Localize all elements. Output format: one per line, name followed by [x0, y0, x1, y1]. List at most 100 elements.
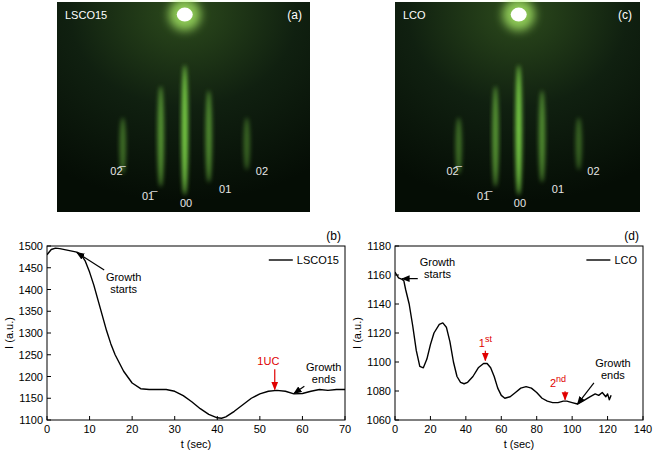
- x-tick: [501, 416, 502, 420]
- plot-frame: [395, 246, 643, 420]
- y-tick-label: 1080: [367, 385, 391, 397]
- data-line: [47, 248, 345, 418]
- diffraction-streak: [516, 65, 522, 195]
- x-tick-label: 20: [424, 423, 436, 435]
- x-axis-title: t (sec): [504, 438, 535, 450]
- figure: LSCO15(a)02̅01̅0001020102030405060701100…: [0, 0, 672, 455]
- y-tick-label: 1450: [19, 262, 43, 274]
- x-tick: [465, 416, 466, 420]
- y-tick: [395, 362, 399, 363]
- x-tick-label: 10: [83, 423, 95, 435]
- y-tick-label: 1120: [367, 327, 391, 339]
- streak-label: 00: [514, 197, 526, 209]
- streak-label: 01̅: [477, 190, 493, 202]
- y-tick: [47, 333, 51, 334]
- streak-label: 02: [587, 165, 599, 177]
- annotation-arrow: [564, 391, 565, 399]
- y-tick-label: 1500: [19, 240, 43, 252]
- x-tick: [302, 416, 303, 420]
- plot-frame: [47, 246, 345, 420]
- y-tick-label: 1140: [367, 298, 391, 310]
- data-group: [395, 272, 611, 404]
- y-tick: [47, 267, 51, 268]
- y-tick-label: 1250: [19, 349, 43, 361]
- annotation-arrow: [294, 386, 304, 393]
- annotation-line: starts: [110, 283, 137, 295]
- x-tick: [607, 416, 608, 420]
- x-tick: [536, 416, 537, 420]
- diffraction-streak: [158, 86, 164, 187]
- panel-label: (d): [624, 229, 639, 243]
- y-tick-label: 1350: [19, 305, 43, 317]
- line-chart: 0102030405060701100115012001250130013501…: [3, 229, 352, 450]
- line-chart: 0204060801001201401060108011001120114011…: [351, 229, 653, 450]
- x-tick-label: 20: [126, 423, 138, 435]
- y-axis-title: I (a.u.): [3, 317, 15, 349]
- streak-label: 01: [552, 183, 564, 195]
- streak-label: 00: [180, 197, 192, 209]
- annotation-line: Growth: [106, 271, 141, 283]
- annotation-arrow: [402, 278, 418, 279]
- specular-spot: [177, 8, 193, 22]
- annotation-line: ends: [601, 369, 625, 381]
- streak-label: 02̅: [110, 165, 126, 177]
- y-tick-label: 1100: [367, 356, 391, 368]
- annotation: 1st: [479, 334, 493, 349]
- diffraction-streak: [182, 65, 188, 195]
- diffraction-streak: [492, 86, 498, 187]
- data-group: [47, 248, 345, 418]
- legend-label: LSCO15: [297, 254, 339, 266]
- data-line: [395, 272, 611, 404]
- rheed-background: [57, 2, 310, 212]
- legend-label: LCO: [614, 254, 637, 266]
- annotation-line: Growth: [595, 357, 630, 369]
- annotation-sup: st: [485, 334, 493, 344]
- rheed-background: [395, 2, 640, 212]
- streak-label: 02̅: [446, 165, 462, 177]
- x-tick-label: 60: [296, 423, 308, 435]
- specular-glow: [503, 0, 535, 31]
- x-tick-label: 40: [211, 423, 223, 435]
- specular-spot: [511, 8, 527, 22]
- y-tick: [47, 354, 51, 355]
- y-tick-label: 1400: [19, 284, 43, 296]
- x-tick-label: 120: [598, 423, 616, 435]
- diffraction-streak: [244, 118, 250, 171]
- x-tick-label: 140: [634, 423, 652, 435]
- x-tick: [430, 416, 431, 420]
- y-tick: [395, 391, 399, 392]
- annotation-arrow: [77, 253, 104, 270]
- x-tick-label: 30: [169, 423, 181, 435]
- annotation-arrow: [577, 383, 593, 404]
- annotation-sup: nd: [556, 374, 566, 384]
- legend-swatch: [586, 259, 610, 260]
- sample-title: LCO: [403, 9, 426, 21]
- y-tick-label: 1180: [367, 240, 391, 252]
- annotation: Growthends: [595, 357, 630, 381]
- annotation-line: Growth: [306, 361, 341, 373]
- rheed-panel: LSCO15 (a) 02̅ 01̅ 00 01 02: [57, 0, 310, 212]
- y-tick: [47, 398, 51, 399]
- streak-label: 01̅: [142, 190, 158, 202]
- sample-title: LSCO15: [65, 9, 107, 21]
- y-tick-label: 1100: [19, 414, 43, 426]
- x-tick-label: 60: [495, 423, 507, 435]
- annotation-line: ends: [312, 373, 336, 385]
- annotation: 1UC: [257, 355, 279, 367]
- streak-label: 02: [256, 165, 268, 177]
- x-tick-label: 40: [460, 423, 472, 435]
- y-tick: [395, 304, 399, 305]
- annotation-arrow: [485, 351, 486, 361]
- specular-glow: [169, 0, 201, 31]
- x-tick-label: 80: [531, 423, 543, 435]
- x-tick: [572, 416, 573, 420]
- streak-label: 01: [219, 183, 231, 195]
- annotation: 2nd: [550, 374, 566, 389]
- diffraction-streak: [539, 90, 545, 182]
- panel-label: (a): [287, 8, 302, 22]
- annotation-line: Growth: [420, 256, 455, 268]
- diffraction-streak: [576, 118, 582, 171]
- y-tick-label: 1160: [367, 269, 391, 281]
- panel-label: (c): [618, 8, 632, 22]
- x-axis-title: t (sec): [181, 438, 212, 450]
